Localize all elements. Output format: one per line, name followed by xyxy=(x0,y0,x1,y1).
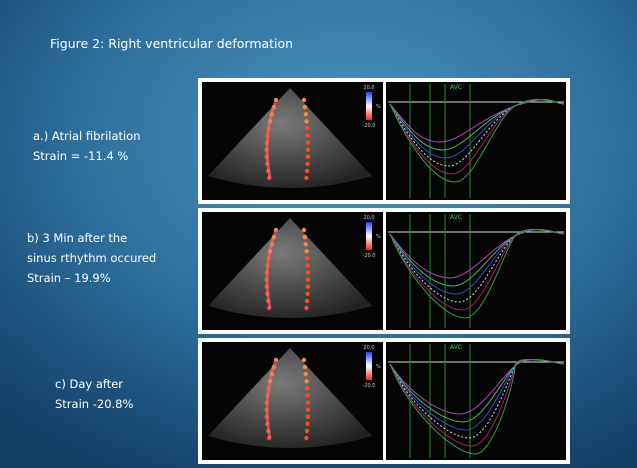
scale-top: 20.0 xyxy=(363,345,374,351)
tracking-dot xyxy=(306,285,310,289)
tracking-dot xyxy=(303,365,307,369)
scale-unit: % xyxy=(376,104,381,110)
tracking-dot xyxy=(305,393,309,397)
scale-unit: % xyxy=(376,234,381,240)
tracking-dot xyxy=(305,256,309,260)
tracking-dot xyxy=(305,169,309,173)
avc-marker: AVC xyxy=(450,84,462,91)
panel-label: b) 3 Min after the xyxy=(27,231,127,245)
figure-title: Figure 2: Right ventricular deformation xyxy=(50,36,293,51)
tracking-dot xyxy=(306,415,310,419)
tracking-dot xyxy=(304,176,308,180)
tracking-dot xyxy=(304,379,308,383)
panel-label: c) Day after xyxy=(55,377,123,391)
scale-bottom: -20.0 xyxy=(363,253,376,259)
scale-unit: % xyxy=(376,364,381,370)
scale-top: 20.0 xyxy=(363,215,374,221)
tracking-dot xyxy=(306,140,310,144)
scale-bottom: -20.0 xyxy=(363,123,376,129)
tracking-dot xyxy=(306,270,310,274)
tracking-dot xyxy=(305,386,309,390)
color-bar xyxy=(366,222,372,250)
tracking-dot xyxy=(306,400,310,404)
color-bar xyxy=(366,92,372,120)
tracking-dot xyxy=(305,292,309,296)
panel-label: sinus rthythm occured xyxy=(27,251,156,265)
tracking-dot xyxy=(305,429,309,433)
panel-label: Strain – 19.9% xyxy=(27,271,111,285)
tracking-dot xyxy=(303,235,307,239)
tracking-dot xyxy=(302,98,306,102)
tracking-dot xyxy=(304,306,308,310)
tracking-dot xyxy=(305,299,309,303)
scale-top: 20.0 xyxy=(363,85,374,91)
tracking-dot xyxy=(306,277,310,281)
tracking-dot xyxy=(306,407,310,411)
color-bar xyxy=(366,352,372,380)
tracking-dot xyxy=(305,126,309,130)
tracking-dot xyxy=(304,249,308,253)
panel-label: Strain = -11.4 % xyxy=(33,149,128,163)
tracking-dot xyxy=(304,119,308,123)
panel-label: Strain -20.8% xyxy=(55,397,133,411)
page: Figure 2: Right ventricular deformation … xyxy=(0,0,637,468)
tracking-dot xyxy=(304,436,308,440)
scale-bottom: -20.0 xyxy=(363,383,376,389)
tracking-dot xyxy=(304,372,308,376)
tracking-dot xyxy=(306,155,310,159)
avc-marker: AVC xyxy=(450,214,462,221)
slide: Figure 2: Right ventricular deformation … xyxy=(0,0,637,468)
panel-label: a.) Atrial fibrilation xyxy=(33,129,141,143)
tracking-dot xyxy=(306,147,310,151)
tracking-dot xyxy=(305,422,309,426)
tracking-dot xyxy=(305,162,309,166)
tracking-dot xyxy=(302,228,306,232)
tracking-dot xyxy=(305,133,309,137)
tracking-dot xyxy=(304,112,308,116)
tracking-dot xyxy=(304,242,308,246)
tracking-dot xyxy=(302,358,306,362)
avc-marker: AVC xyxy=(450,344,462,351)
tracking-dot xyxy=(305,263,309,267)
tracking-dot xyxy=(303,105,307,109)
